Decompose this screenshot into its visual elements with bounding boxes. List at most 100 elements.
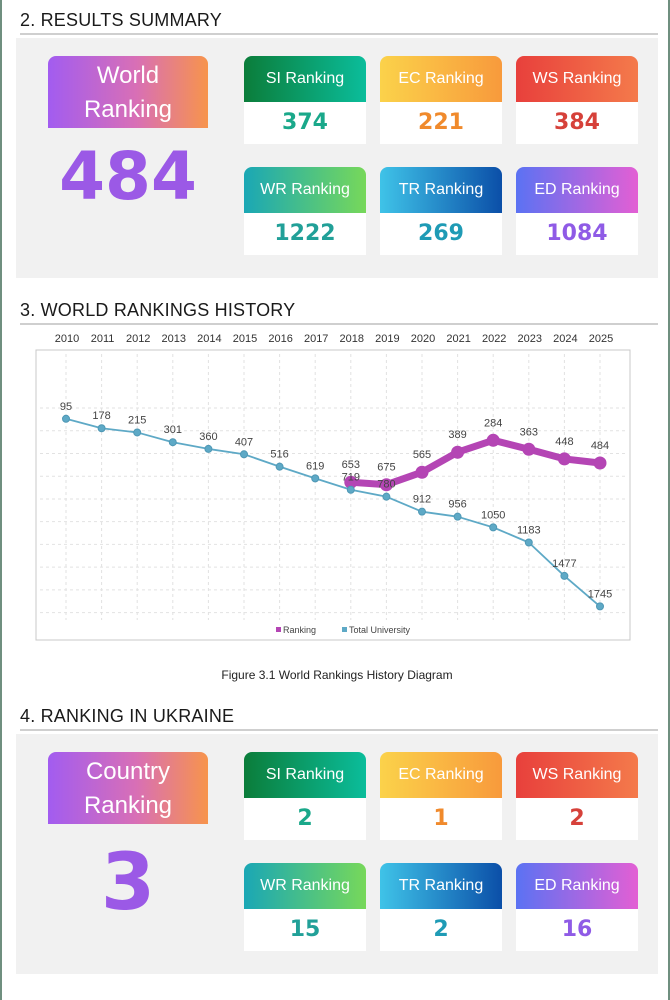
total-university-point — [489, 523, 498, 532]
tr-ranking-card: TR Ranking 2 — [380, 863, 502, 951]
chart-svg: 2010 2011 2012 2013 2014 2015 2016 2017 2018 2019… — [35, 333, 631, 641]
total-university-data-label: 360 — [199, 431, 217, 443]
total-university-point — [596, 602, 604, 611]
ec-ranking-card: EC Ranking 1 — [380, 752, 502, 840]
total-university-point — [133, 428, 142, 437]
total-university-point — [382, 492, 391, 501]
ranking-data-label: 284 — [484, 417, 502, 429]
wr-ranking-card: WR Ranking 15 — [244, 863, 366, 951]
si-ranking-value: 374 — [244, 102, 366, 144]
ed-ranking-value: 1084 — [516, 213, 638, 255]
ws-ranking-label: WS Ranking — [516, 752, 638, 798]
total-university-data-label: 178 — [92, 410, 110, 422]
ukraine-ranking-panel: Country Ranking 3 SI Ranking 2 EC Ranking 1… — [16, 734, 658, 974]
results-summary-panel: World Ranking 484 SI Ranking 374 EC Rankin… — [16, 38, 658, 278]
total-university-point — [204, 444, 213, 453]
tr-ranking-card: TR Ranking 269 — [380, 167, 502, 255]
ed-ranking-card: ED Ranking 1084 — [516, 167, 638, 255]
ws-ranking-card: WS Ranking 2 — [516, 752, 638, 840]
tr-ranking-label: TR Ranking — [380, 167, 502, 213]
ws-ranking-card: WS Ranking 384 — [516, 56, 638, 144]
tick-label-x: 2018 — [340, 333, 364, 345]
si-ranking-value: 2 — [244, 798, 366, 840]
tick-label-x: 2016 — [268, 333, 292, 345]
ranking-data-label: 389 — [448, 429, 466, 441]
rankings-history-chart: 2010 2011 2012 2013 2014 2015 2016 2017 2018 2019… — [2, 330, 670, 690]
ranking-point — [522, 442, 536, 456]
total-university-data-label: 956 — [448, 499, 466, 511]
total-university-point — [524, 538, 533, 547]
tick-label-x: 2012 — [126, 333, 150, 345]
ranking-point — [415, 465, 429, 479]
tick-label-x: 2015 — [233, 333, 257, 345]
total-university-data-label: 407 — [235, 436, 253, 448]
total-university-data-label: 1477 — [552, 558, 576, 570]
tick-label-x: 2021 — [446, 333, 470, 345]
ranking-point — [379, 478, 393, 492]
ranking-data-label: 363 — [520, 426, 538, 438]
total-university-data-label: 95 — [60, 401, 72, 413]
ed-ranking-card: ED Ranking 16 — [516, 863, 638, 951]
legend-label: Total University — [349, 625, 411, 635]
tick-label-x: 2011 — [91, 333, 115, 345]
ws-ranking-value: 2 — [516, 798, 638, 840]
ec-ranking-value: 221 — [380, 102, 502, 144]
ec-ranking-card: EC Ranking 221 — [380, 56, 502, 144]
total-university-data-label: 215 — [128, 414, 146, 426]
total-university-point — [346, 485, 355, 494]
ws-ranking-label: WS Ranking — [516, 56, 638, 102]
tr-ranking-value: 2 — [380, 909, 502, 951]
total-university-data-label: 301 — [164, 424, 182, 436]
tick-label-x: 2022 — [482, 333, 506, 345]
tick-label-x: 2010 — [55, 333, 79, 345]
total-university-point — [453, 512, 462, 521]
ws-ranking-value: 384 — [516, 102, 638, 144]
wr-ranking-value: 1222 — [244, 213, 366, 255]
legend-swatch — [276, 627, 281, 632]
ranking-data-label: 484 — [591, 440, 609, 452]
total-university-point — [560, 571, 569, 580]
si-ranking-label: SI Ranking — [244, 752, 366, 798]
ec-ranking-value: 1 — [380, 798, 502, 840]
tick-label-x: 2019 — [375, 333, 399, 345]
si-ranking-label: SI Ranking — [244, 56, 366, 102]
total-university-point — [62, 414, 70, 423]
total-university-data-label: 1183 — [517, 524, 541, 536]
ed-ranking-label: ED Ranking — [516, 863, 638, 909]
ranking-point — [486, 433, 500, 447]
total-university-data-label: 619 — [306, 460, 324, 472]
ranking-data-label: 653 — [342, 459, 360, 471]
ed-ranking-label: ED Ranking — [516, 167, 638, 213]
total-university-point — [97, 424, 106, 433]
figure-caption: Figure 3.1 World Rankings History Diagra… — [221, 668, 453, 682]
ranking-data-label: 448 — [555, 436, 573, 448]
section-title-ukraine: 4. RANKING IN UKRAINE — [20, 706, 658, 731]
tick-label-x: 2013 — [162, 333, 186, 345]
world-ranking-label: World Ranking — [48, 56, 208, 128]
wr-ranking-card: WR Ranking 1222 — [244, 167, 366, 255]
tick-label-x: 2014 — [197, 333, 221, 345]
ed-ranking-value: 16 — [516, 909, 638, 951]
wr-ranking-value: 15 — [244, 909, 366, 951]
total-university-point — [240, 450, 248, 459]
total-university-data-label: 912 — [413, 494, 431, 506]
total-university-data-label: 516 — [270, 449, 288, 461]
ranking-point — [451, 445, 465, 459]
tick-label-x: 2017 — [304, 333, 328, 345]
plot-frame — [35, 349, 631, 641]
total-university-data-label: 1745 — [588, 588, 612, 600]
si-ranking-card: SI Ranking 374 — [244, 56, 366, 144]
country-ranking-label: Country Ranking — [48, 752, 208, 824]
section-title-results: 2. RESULTS SUMMARY — [20, 10, 658, 35]
series-line-total-university — [65, 417, 601, 608]
tick-label-x: 2025 — [589, 333, 613, 345]
tick-label-x: 2020 — [411, 333, 435, 345]
total-university-point — [275, 462, 284, 471]
country-ranking-value: 3 — [100, 838, 156, 928]
total-university-data-label: 1050 — [481, 509, 505, 521]
tr-ranking-value: 269 — [380, 213, 502, 255]
si-ranking-card: SI Ranking 2 — [244, 752, 366, 840]
ranking-data-label: 675 — [377, 462, 395, 474]
tr-ranking-label: TR Ranking — [380, 863, 502, 909]
wr-ranking-label: WR Ranking — [244, 863, 366, 909]
